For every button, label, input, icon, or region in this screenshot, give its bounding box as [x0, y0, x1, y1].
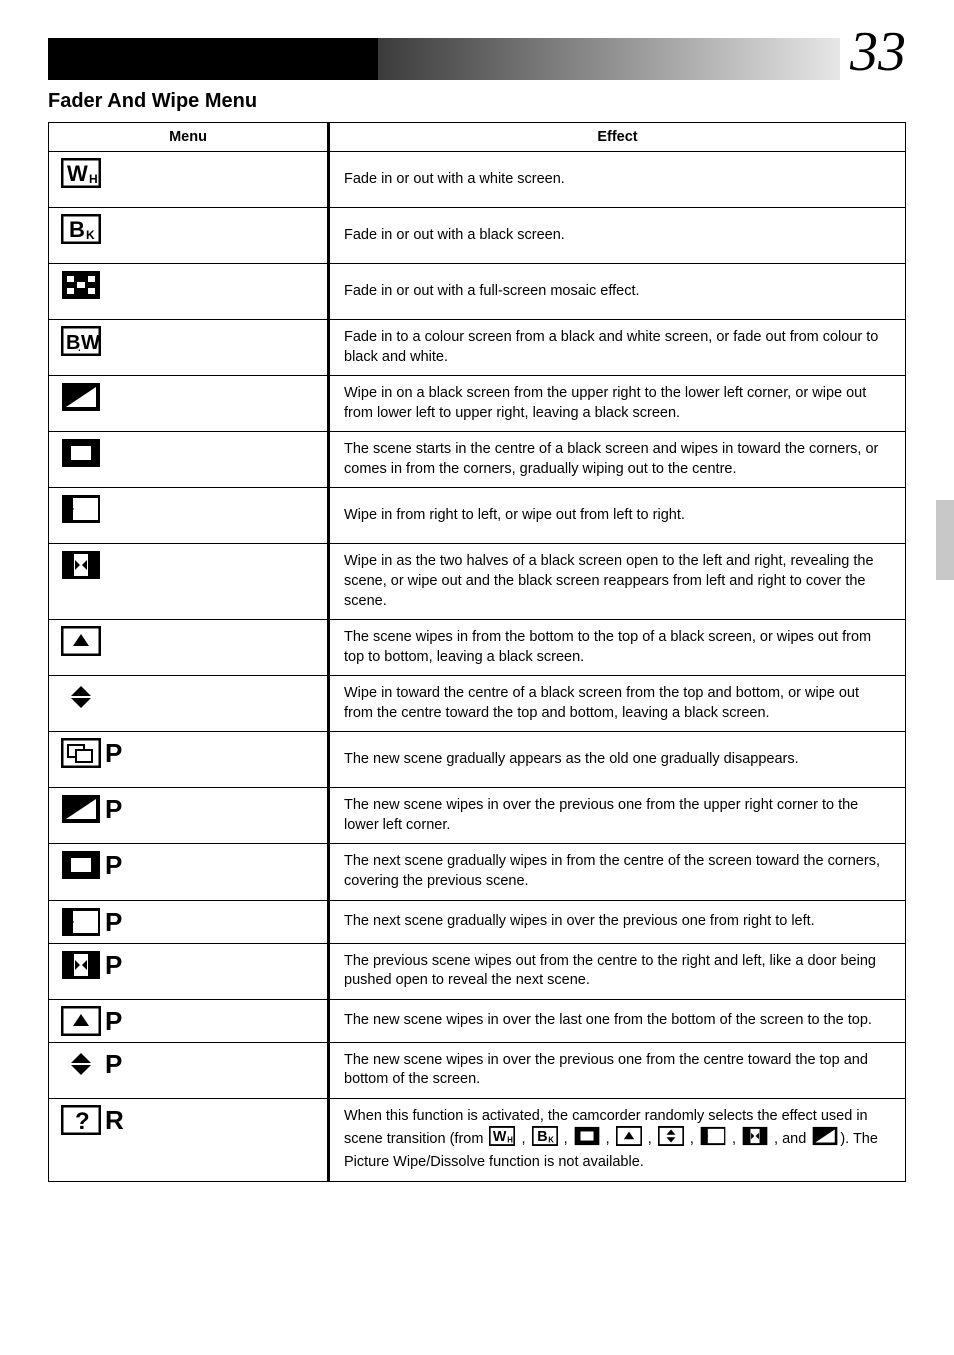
- menu-cell: [49, 376, 329, 432]
- p-suffix: P: [105, 796, 122, 822]
- effect-cell: Wipe in on a black screen from the upper…: [329, 376, 906, 432]
- effect-cell: The next scene gradually wipes in over t…: [329, 900, 906, 943]
- menu-cell: R: [49, 1098, 329, 1181]
- table-row: Fade in to a colour screen from a black …: [49, 320, 906, 376]
- section-title: Fader And Wipe Menu: [48, 90, 257, 113]
- table-row: Fade in or out with a full-screen mosaic…: [49, 264, 906, 320]
- effect-cell: The scene starts in the centre of a blac…: [329, 432, 906, 488]
- r-suffix: R: [105, 1107, 124, 1133]
- p-suffix: P: [105, 1051, 122, 1077]
- effect-cell: The next scene gradually wipes in from t…: [329, 844, 906, 900]
- effect-cell: When this function is activated, the cam…: [329, 1098, 906, 1181]
- table-row: The scene starts in the centre of a blac…: [49, 432, 906, 488]
- table-row: The scene wipes in from the bottom to th…: [49, 620, 906, 676]
- menu-cell: P: [49, 943, 329, 999]
- menu-cell: [49, 488, 329, 544]
- menu-cell: [49, 208, 329, 264]
- menu-cell: [49, 320, 329, 376]
- menu-cell: P: [49, 844, 329, 900]
- page-number: 33: [840, 20, 906, 84]
- effect-cell: The previous scene wipes out from the ce…: [329, 943, 906, 999]
- menu-cell: [49, 152, 329, 208]
- header-gradient: [378, 38, 906, 80]
- effect-cell: The scene wipes in from the bottom to th…: [329, 620, 906, 676]
- effect-cell: Fade in or out with a black screen.: [329, 208, 906, 264]
- side-tab: [936, 500, 954, 580]
- header-menu: Menu: [49, 123, 329, 152]
- table-row: P The next scene gradually wipes in over …: [49, 900, 906, 943]
- table-row: R When this function is activated, the ca…: [49, 1098, 906, 1181]
- effect-cell: Fade in or out with a full-screen mosaic…: [329, 264, 906, 320]
- menu-cell: P: [49, 1042, 329, 1098]
- menu-cell: [49, 544, 329, 620]
- header-effect: Effect: [329, 123, 906, 152]
- table-row: Wipe in as the two halves of a black scr…: [49, 544, 906, 620]
- menu-cell: [49, 264, 329, 320]
- table-row: Wipe in toward the centre of a black scr…: [49, 676, 906, 732]
- table-row: Fade in or out with a black screen.: [49, 208, 906, 264]
- p-suffix: P: [105, 852, 122, 878]
- p-suffix: P: [105, 1008, 122, 1034]
- menu-cell: P: [49, 900, 329, 943]
- p-suffix: P: [105, 952, 122, 978]
- fader-wipe-table: Menu Effect Fade in or out with a white …: [48, 122, 906, 1182]
- effect-cell: The new scene gradually appears as the o…: [329, 732, 906, 788]
- effect-cell: Fade in or out with a white screen.: [329, 152, 906, 208]
- table-row: Wipe in on a black screen from the upper…: [49, 376, 906, 432]
- table-row: P The previous scene wipes out from the c…: [49, 943, 906, 999]
- effect-cell: Fade in to a colour screen from a black …: [329, 320, 906, 376]
- p-suffix: P: [105, 909, 122, 935]
- p-suffix: P: [105, 740, 122, 766]
- menu-cell: [49, 676, 329, 732]
- effect-cell: The new scene wipes in over the last one…: [329, 999, 906, 1042]
- menu-cell: [49, 432, 329, 488]
- table-row: P The new scene gradually appears as the …: [49, 732, 906, 788]
- table-row: P The new scene wipes in over the previou…: [49, 1042, 906, 1098]
- table-row: P The next scene gradually wipes in from …: [49, 844, 906, 900]
- effect-cell: The new scene wipes in over the previous…: [329, 1042, 906, 1098]
- menu-cell: P: [49, 999, 329, 1042]
- table-row: Fade in or out with a white screen.: [49, 152, 906, 208]
- table-row: P The new scene wipes in over the previou…: [49, 788, 906, 844]
- table-row: Wipe in from right to left, or wipe out …: [49, 488, 906, 544]
- menu-cell: P: [49, 732, 329, 788]
- effect-cell: Wipe in from right to left, or wipe out …: [329, 488, 906, 544]
- effect-cell: Wipe in as the two halves of a black scr…: [329, 544, 906, 620]
- effect-cell: The new scene wipes in over the previous…: [329, 788, 906, 844]
- menu-cell: [49, 620, 329, 676]
- menu-cell: P: [49, 788, 329, 844]
- effect-cell: Wipe in toward the centre of a black scr…: [329, 676, 906, 732]
- header-black-bar: [48, 38, 378, 80]
- table-row: P The new scene wipes in over the last on…: [49, 999, 906, 1042]
